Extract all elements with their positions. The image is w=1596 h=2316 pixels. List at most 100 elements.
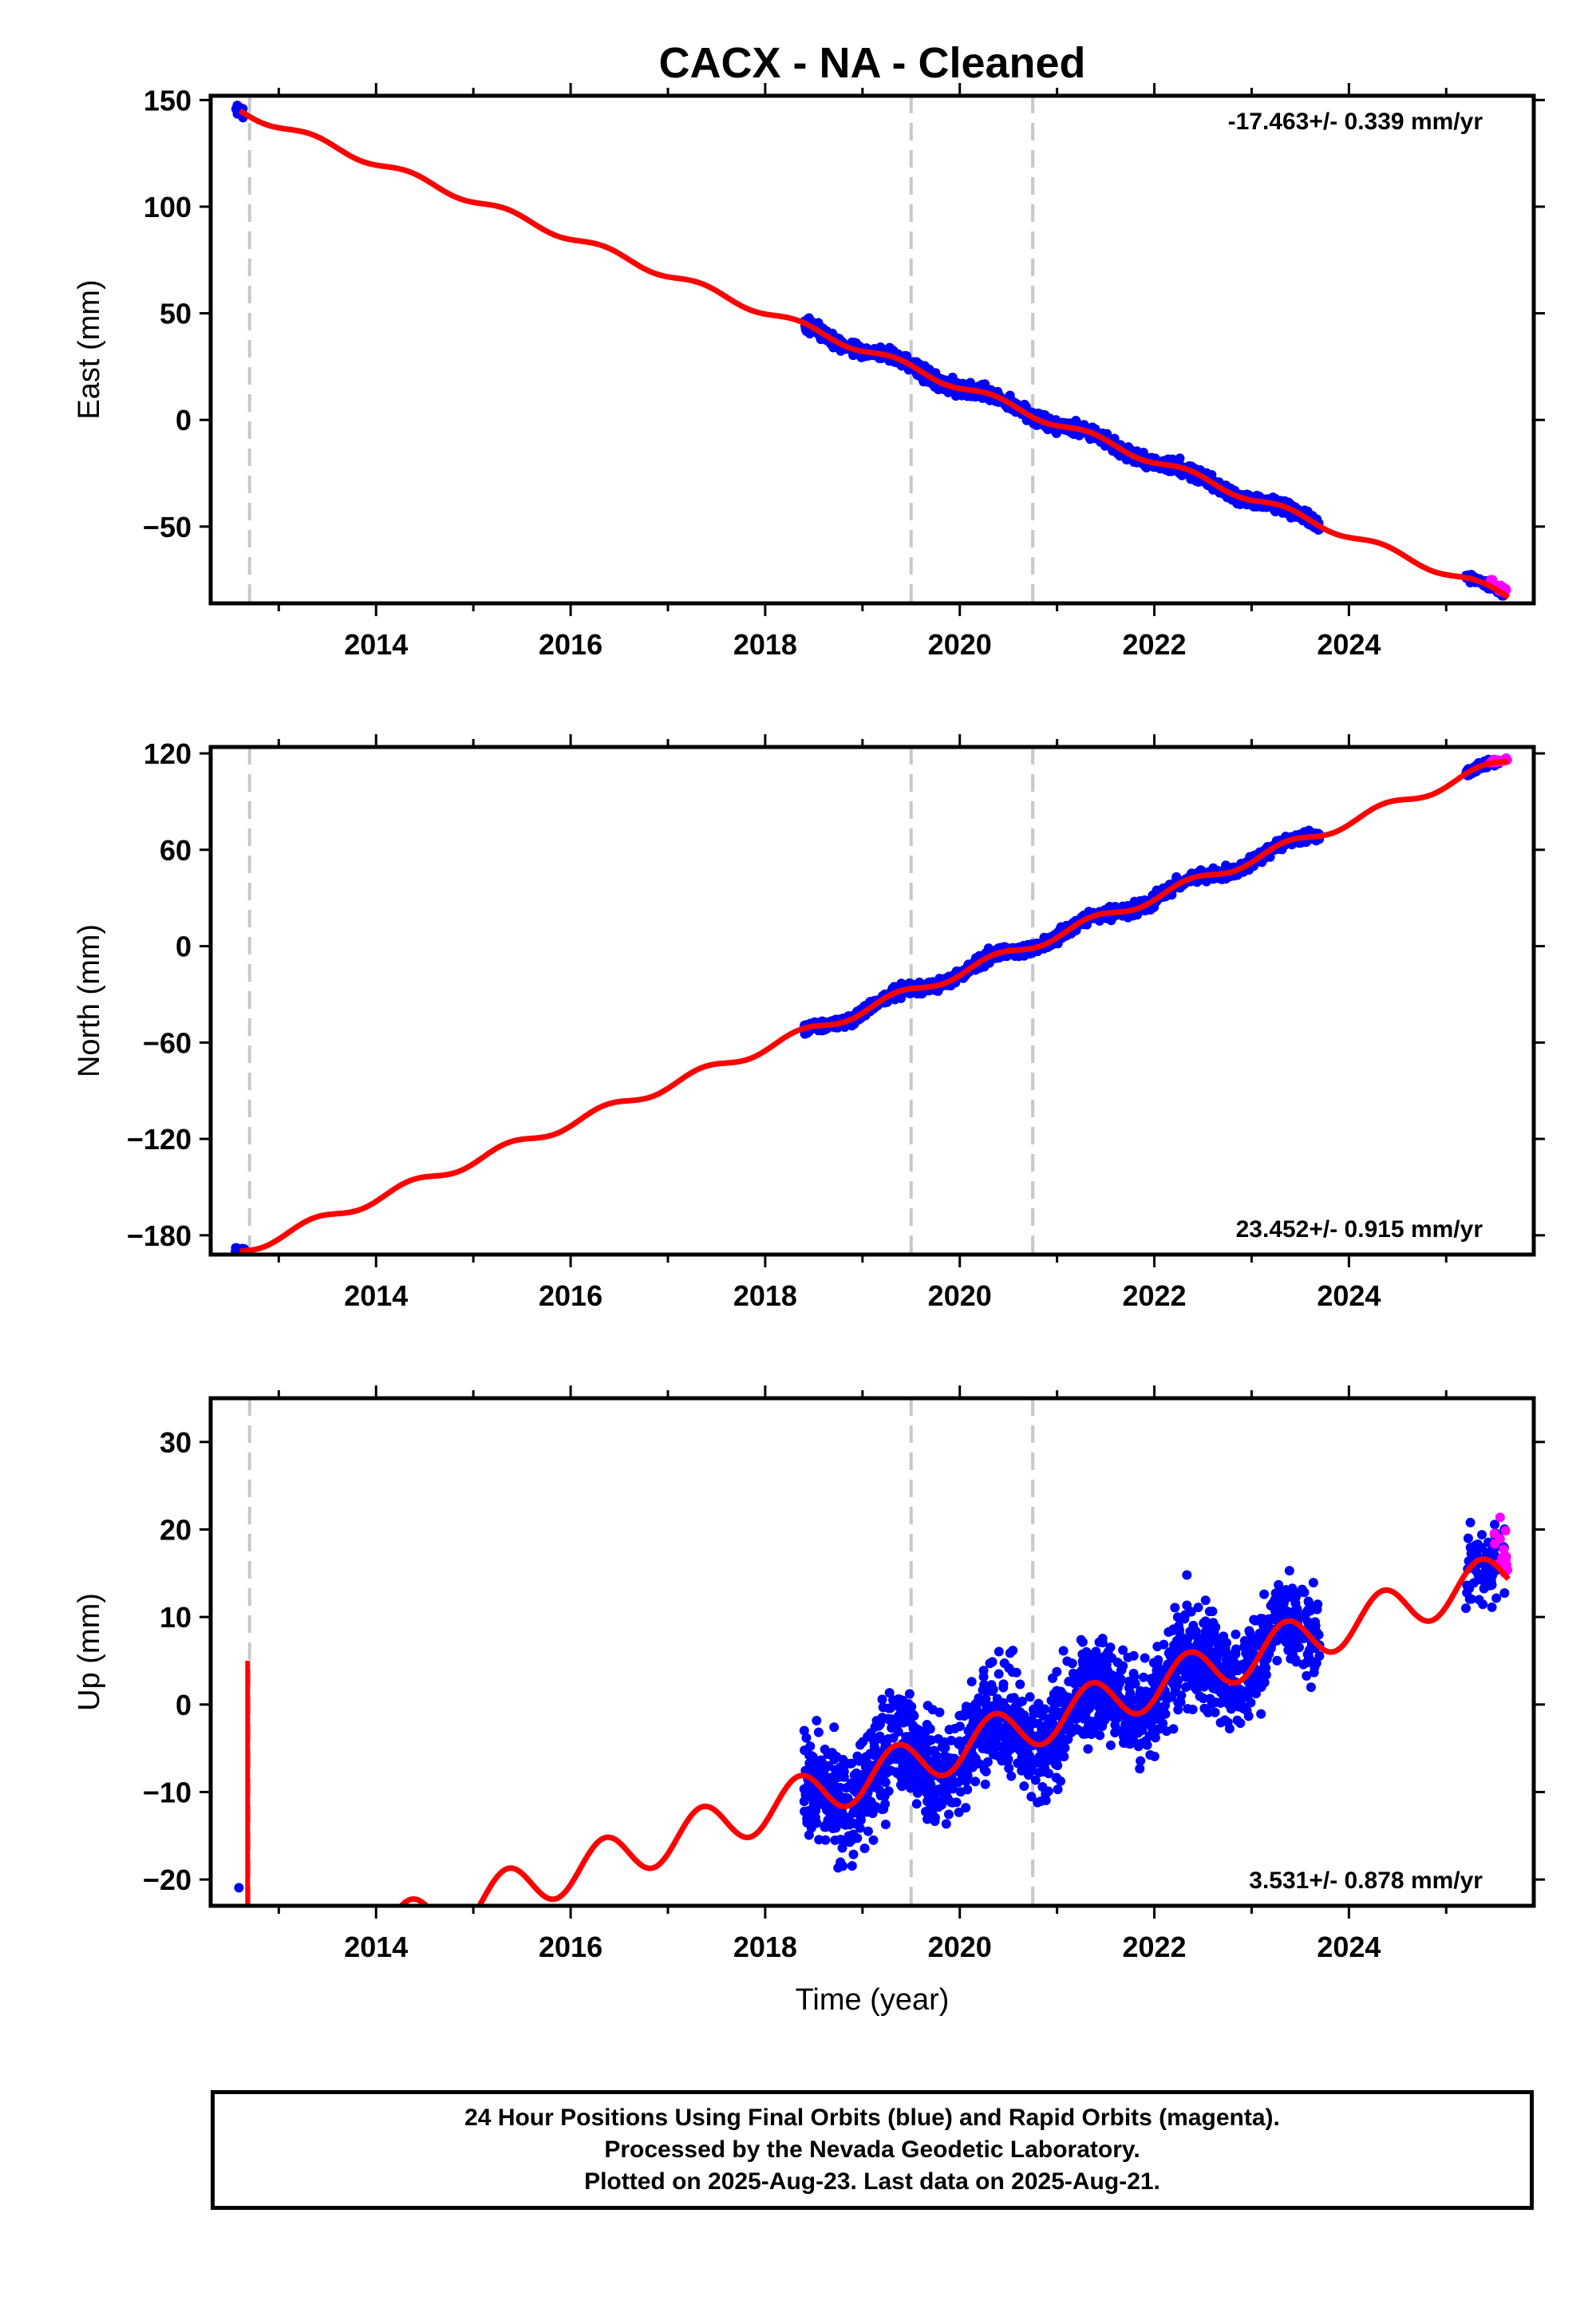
x-tick-label: 2018 xyxy=(733,628,797,661)
final-orbit-point xyxy=(990,1741,1001,1752)
final-orbit-point xyxy=(1302,1607,1312,1618)
final-orbit-point xyxy=(846,1835,856,1845)
final-orbit-point xyxy=(1224,1665,1235,1675)
final-orbit-point xyxy=(861,1792,871,1803)
final-orbit-point xyxy=(801,1733,812,1743)
final-orbit-point xyxy=(1178,1613,1188,1623)
final-orbit-point xyxy=(1491,1593,1502,1603)
final-orbit-point xyxy=(971,1698,982,1709)
final-orbit-point xyxy=(1105,1740,1116,1750)
final-orbit-point xyxy=(847,1758,857,1769)
final-orbit-point xyxy=(1158,1718,1168,1729)
final-orbit-point xyxy=(1029,1718,1039,1729)
final-orbit-point xyxy=(946,1753,957,1764)
final-orbit-point xyxy=(877,1776,887,1786)
x-tick-label: 2022 xyxy=(1122,1279,1186,1312)
final-orbit-point xyxy=(1274,1597,1284,1607)
final-orbit-point xyxy=(1071,1713,1081,1724)
final-orbit-point xyxy=(1116,1665,1127,1675)
final-orbit-point xyxy=(1129,1671,1140,1682)
final-orbit-point xyxy=(1283,1645,1294,1655)
final-orbit-point xyxy=(1077,1649,1088,1659)
final-orbit-point xyxy=(1148,1658,1159,1668)
model-fit-line xyxy=(239,758,1510,1255)
final-orbit-point xyxy=(1182,1570,1192,1580)
final-orbit-point xyxy=(1019,1781,1029,1792)
y-tick-label: −60 xyxy=(143,1026,192,1059)
final-orbit-point xyxy=(911,1799,922,1809)
final-orbit-point xyxy=(1083,1744,1093,1754)
final-orbit-point xyxy=(1195,1638,1206,1648)
final-orbit-point xyxy=(1220,1690,1231,1701)
final-orbit-point xyxy=(839,1819,849,1829)
x-tick-label: 2014 xyxy=(344,628,408,661)
final-orbit-point xyxy=(1284,1566,1294,1576)
final-orbit-point xyxy=(1170,1686,1180,1696)
y-tick-label: −180 xyxy=(127,1219,192,1252)
final-orbit-point xyxy=(978,1728,989,1738)
final-orbit-point xyxy=(1094,1661,1104,1671)
final-orbit-point xyxy=(833,1863,843,1873)
final-orbit-point xyxy=(1073,1725,1084,1735)
final-orbit-point xyxy=(1165,1650,1175,1661)
final-orbit-point xyxy=(1211,1622,1221,1632)
final-orbit-point xyxy=(231,1982,241,1991)
final-orbit-point xyxy=(1173,1705,1183,1715)
final-orbit-point xyxy=(899,1758,909,1769)
final-orbit-point xyxy=(933,1733,943,1744)
final-orbit-point xyxy=(1174,1621,1184,1631)
y-tick-label: 0 xyxy=(176,404,192,437)
final-orbit-point xyxy=(1277,1610,1287,1620)
final-orbit-point xyxy=(1011,1667,1021,1678)
final-orbit-point xyxy=(1135,1764,1145,1774)
final-orbit-point xyxy=(1138,447,1148,457)
final-orbit-point xyxy=(1015,1679,1025,1690)
final-orbit-point xyxy=(829,1722,839,1733)
final-orbit-point xyxy=(1109,1708,1120,1718)
final-orbit-point xyxy=(1016,1739,1026,1749)
final-orbit-point xyxy=(1200,1626,1211,1637)
final-orbit-point xyxy=(1298,1634,1309,1644)
model-fit-east xyxy=(238,108,1511,600)
final-orbit-point xyxy=(978,1685,988,1695)
final-orbit-point xyxy=(914,1770,924,1780)
final-orbit-point xyxy=(918,1780,929,1791)
final-orbit-point xyxy=(930,1794,940,1804)
final-orbit-point xyxy=(906,1783,916,1793)
final-orbit-point xyxy=(848,350,859,361)
final-orbit-point xyxy=(1175,453,1185,464)
final-orbit-point xyxy=(1065,1727,1076,1737)
y-axis-label: East (mm) xyxy=(73,279,106,419)
final-orbit-point xyxy=(1256,1709,1266,1719)
final-orbit-point xyxy=(234,2032,243,2041)
data-points-up xyxy=(231,1512,1513,2041)
final-orbit-point xyxy=(1142,1740,1152,1750)
final-orbit-point xyxy=(831,1823,841,1833)
final-orbit-point xyxy=(879,1804,889,1814)
final-orbit-point xyxy=(1076,1634,1086,1645)
final-orbit-point xyxy=(824,1761,834,1772)
final-orbit-point xyxy=(1231,1629,1241,1639)
final-orbit-point xyxy=(992,1726,1002,1737)
final-orbit-point xyxy=(1009,1734,1019,1745)
final-orbit-point xyxy=(1006,1771,1017,1781)
final-orbit-point xyxy=(235,1991,245,2001)
final-orbit-point xyxy=(880,1819,891,1829)
final-orbit-point xyxy=(1110,1727,1120,1737)
final-orbit-point xyxy=(1208,1683,1219,1694)
final-orbit-point xyxy=(237,2000,247,2010)
final-orbit-point xyxy=(804,1830,814,1840)
final-orbit-point xyxy=(1290,1592,1301,1603)
final-orbit-point xyxy=(1147,1723,1157,1733)
final-orbit-point xyxy=(936,1761,946,1771)
final-orbit-point xyxy=(1262,1651,1272,1662)
final-orbit-point xyxy=(1016,1712,1026,1722)
final-orbit-point xyxy=(1111,1683,1121,1694)
final-orbit-point xyxy=(886,1765,896,1776)
final-orbit-point xyxy=(898,1695,908,1705)
final-orbit-point xyxy=(985,1658,995,1669)
final-orbit-point xyxy=(1243,1711,1254,1721)
model-fit-line xyxy=(238,108,1511,600)
final-orbit-point xyxy=(1181,1672,1191,1682)
final-orbit-point xyxy=(837,1843,847,1853)
